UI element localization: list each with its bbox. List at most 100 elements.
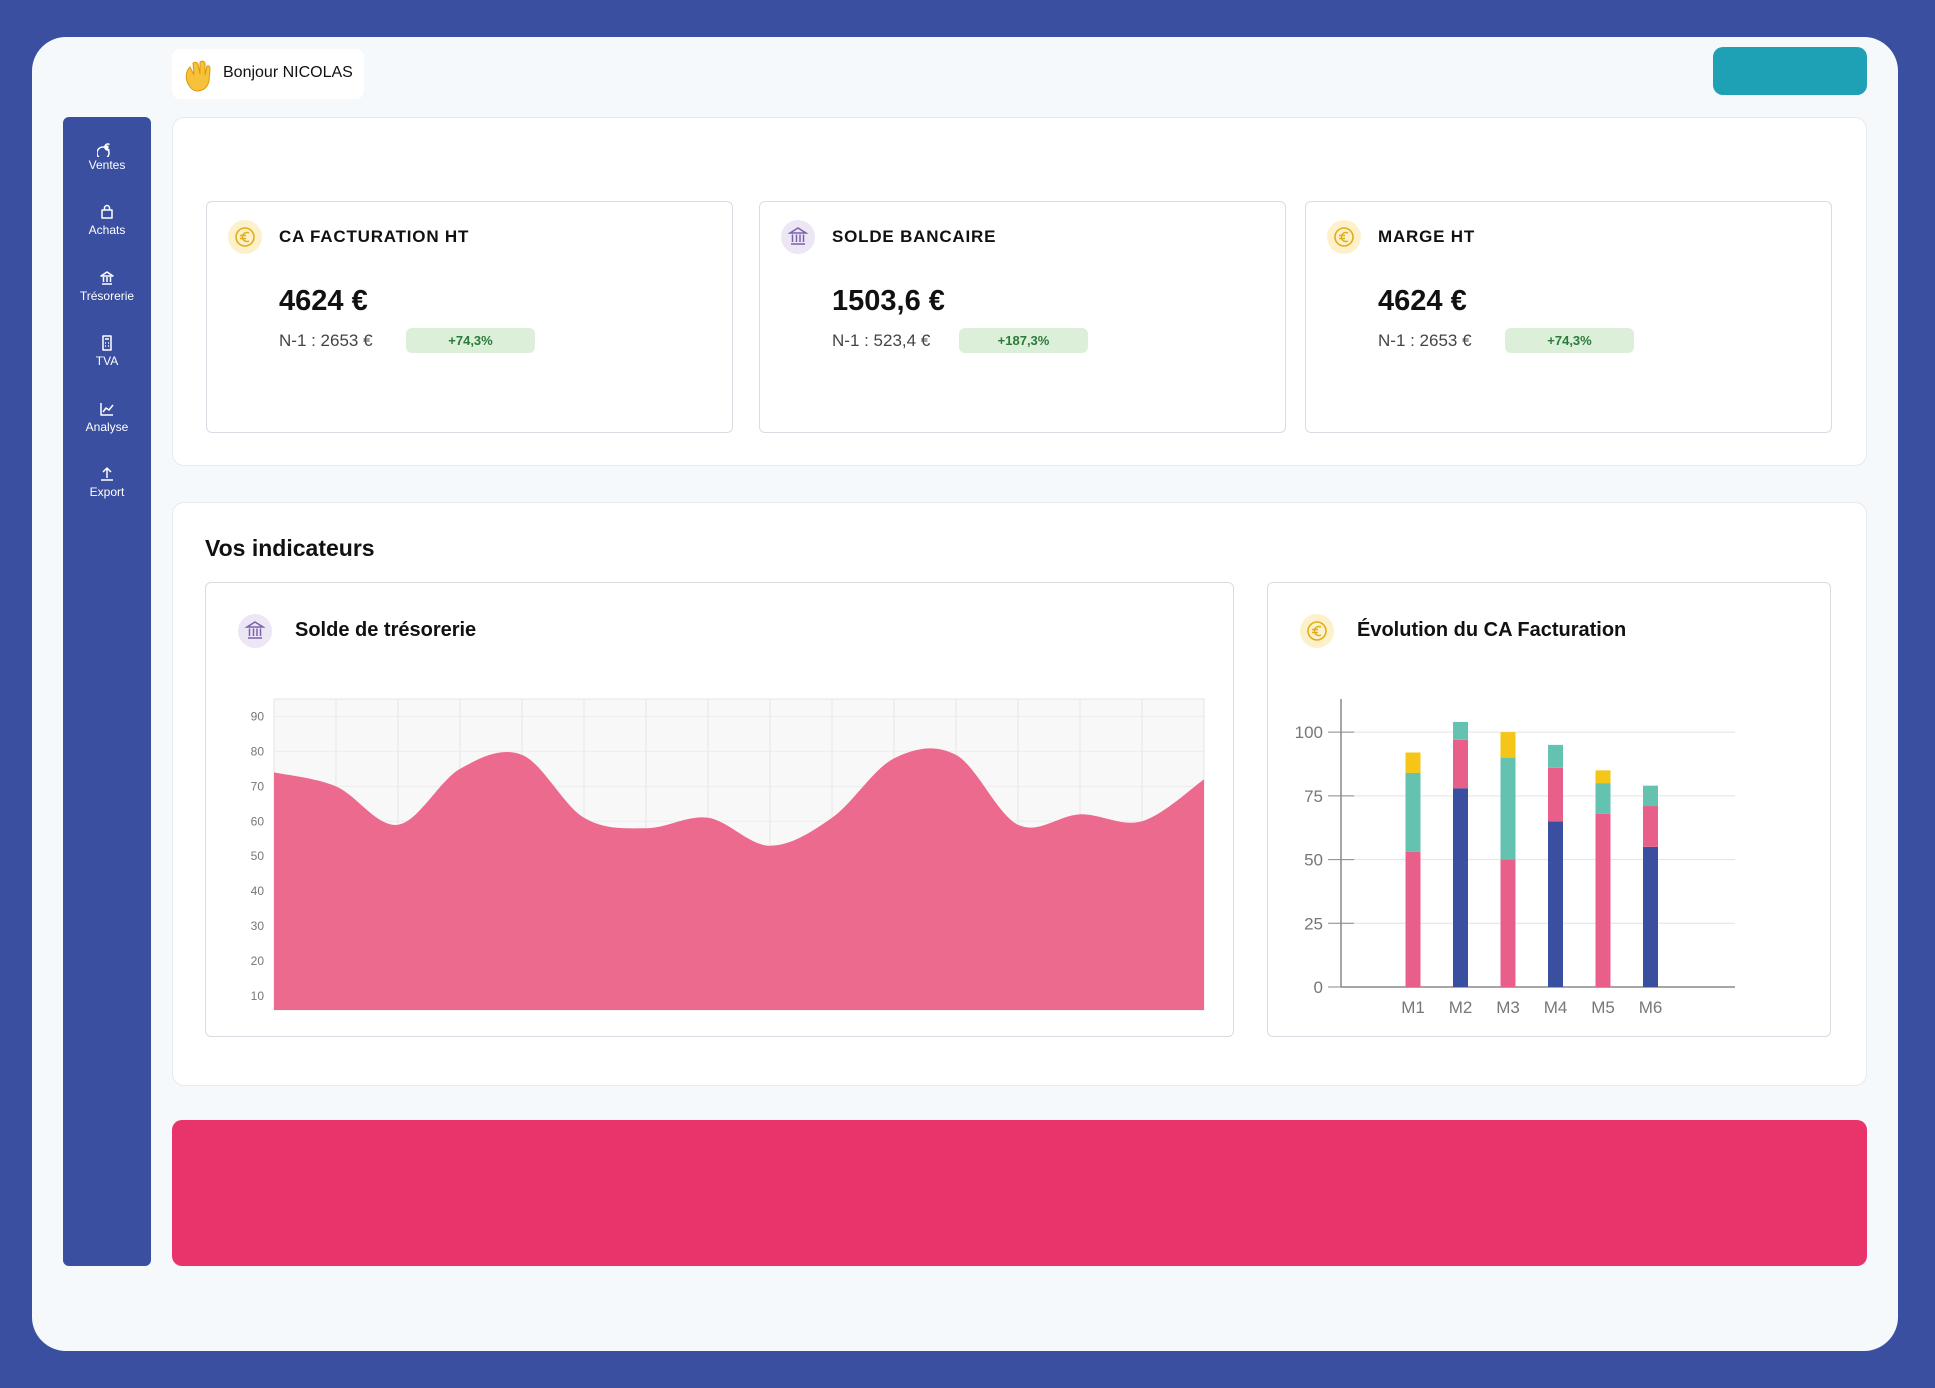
chart-title: Évolution du CA Facturation [1357,619,1627,641]
bar-segment [1453,721,1468,740]
kpi-value: 1503,6 € [832,285,945,317]
x-tick-label: M4 [1544,998,1568,1017]
kpi-change: +74,3% [1505,328,1634,353]
y-tick-label: 75 [1304,787,1323,806]
sidebar-label: Analyse [85,419,129,434]
icon-glyph [101,205,113,220]
bar-segment [1500,859,1516,987]
bar-segment [1548,767,1563,822]
icon [238,614,272,648]
icon-glyph [101,467,113,481]
bar-segment [1500,757,1516,860]
kpi-previous: N-1 : 2653 € [1378,331,1472,350]
icon [1300,614,1334,648]
sidebar-icon [101,205,113,220]
sidebar-icon [100,402,114,416]
chart: 0 25 50 75 100 M1 M2 M3 M4 M5 M6 [1295,699,1735,1017]
sidebar-icon [97,143,110,157]
chart-title: Solde de trésorerie [295,619,477,641]
kpi-card: SOLDE BANCAIRE 1503,6 € N-1 : 523,4 € +187,… [759,201,1286,433]
bar-segment [1595,770,1611,784]
kpi-card: CA FACTURATION HT 4624 € N-1 : 2653 € +74,3… [206,201,733,433]
action-button[interactable] [1713,47,1867,95]
bar-segment [1500,732,1516,758]
icon-glyph [787,227,809,245]
x-tick-label: M5 [1591,998,1615,1017]
wave-icon [185,60,211,92]
y-tick-label: 70 [251,779,265,793]
kpi-panel: CA FACTURATION HT 4624 € N-1 : 2653 € +74,3… [172,117,1867,466]
bar-segment [1548,821,1563,987]
sidebar-icon [101,467,113,481]
y-tick-label: 50 [1304,851,1323,870]
kpi-title: SOLDE BANCAIRE [832,227,997,246]
y-tick-label: 90 [251,709,265,723]
y-tick-label: 60 [251,814,265,828]
bar-segment [1453,739,1468,789]
y-tick-label: 80 [251,744,265,758]
greeting-box: Bonjour NICOLAS [172,49,364,99]
icon-bg [781,220,815,254]
bar-segment [1595,783,1611,814]
section-title: Vos indicateurs [205,535,375,561]
sidebar-label: Ventes [88,158,126,172]
sidebar-icon [102,335,112,351]
kpi-card: MARGE HT 4624 € N-1 : 2653 € +74,3% [1305,201,1832,433]
bar-segment [1405,851,1421,987]
y-tick-label: 25 [1304,914,1323,933]
y-tick-label: 10 [251,989,265,1003]
icon-glyph [1312,625,1322,637]
x-tick-label: M2 [1449,998,1473,1017]
y-tick-label: 50 [251,849,265,863]
y-tick-label: 40 [251,884,265,898]
sidebar-icon [100,271,114,285]
icon-ring [1334,227,1354,247]
kpi-change: +74,3% [406,328,535,353]
bar-segment [1643,806,1658,847]
bar-segment [1595,813,1611,987]
icon-glyph [244,621,266,639]
sidebar-label: Export [89,485,125,499]
icon-glyph [100,402,114,416]
icon-bg [1300,614,1334,648]
bar-segment [1643,785,1658,807]
chart: 10 20 30 40 50 60 70 80 90 [251,698,1205,1011]
icon-glyph [97,143,110,157]
y-tick-label: 20 [251,954,265,968]
icon-ring [1307,621,1327,641]
icon-bg [1327,220,1361,254]
icon [228,220,262,254]
bar-segment [1453,788,1468,987]
icon-bg [238,614,272,648]
icon-bg [228,220,262,254]
kpi-value: 4624 € [279,285,368,317]
sidebar-label: TVA [95,354,119,369]
kpi-title: MARGE HT [1378,227,1476,246]
icon-glyph [100,271,114,285]
sidebar: Ventes Achats Trésorerie TVA Analyse Export [63,117,151,1266]
bar-segment [1405,772,1421,852]
kpi-change: +187,3% [959,328,1088,353]
icon-glyph [240,231,250,243]
bar-segment [1548,744,1563,768]
kpi-previous: N-1 : 523,4 € [832,331,931,350]
sidebar-label: Achats [88,223,126,238]
sidebar-label: Trésorerie [79,288,135,303]
x-tick-label: M6 [1639,998,1663,1017]
chart-card: Évolution du CA Facturation 0 25 50 75 100 M1 M… [1267,582,1831,1037]
chart-card: Solde de trésorerie 10 20 30 40 50 60 70 80 90 [205,582,1234,1037]
icon-glyph [102,335,112,351]
area [274,748,1204,1010]
kpi-previous: N-1 : 2653 € [279,331,373,350]
icon [781,220,815,254]
bar-segment [1643,846,1658,987]
y-tick-label: 30 [251,919,265,933]
icon-ring [235,227,255,247]
greeting: Bonjour NICOLAS [223,64,353,81]
icon-glyph [1339,231,1349,243]
icon [1327,220,1361,254]
banner [172,1120,1867,1266]
kpi-value: 4624 € [1378,285,1467,317]
y-tick-label: 0 [1314,978,1323,997]
